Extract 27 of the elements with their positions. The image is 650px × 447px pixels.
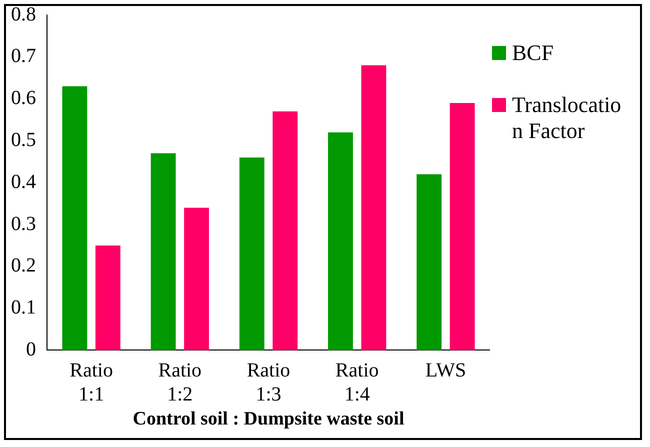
- y-tick-label: 0: [26, 338, 36, 360]
- bar: [184, 208, 209, 350]
- x-tick-label: Ratio 1:1: [70, 359, 113, 406]
- bar: [239, 157, 264, 350]
- legend-label: BCF: [512, 40, 555, 66]
- x-tick-label: LWS: [425, 359, 466, 382]
- bar: [416, 174, 442, 350]
- x-axis-title: Control soil : Dumpsite waste soil: [132, 408, 404, 430]
- y-tick-label: 0.4: [11, 170, 36, 193]
- y-tick-label: 0.8: [11, 3, 36, 26]
- bar: [328, 132, 353, 350]
- y-tick-label: 0.5: [11, 128, 36, 151]
- x-tick-label: Ratio 1:2: [158, 359, 202, 406]
- bar: [272, 111, 298, 350]
- bar: [361, 65, 386, 350]
- y-tick-label: 0.3: [11, 212, 36, 235]
- y-tick-label: 0.6: [11, 87, 36, 110]
- y-tick-label: 0.1: [11, 296, 36, 319]
- y-tick-label: 0.7: [11, 45, 36, 68]
- bar: [450, 102, 475, 350]
- bar: [62, 86, 88, 350]
- x-tick-label: Ratio 1:4: [335, 359, 379, 406]
- legend-label: Translocation Factor: [512, 92, 622, 144]
- y-tick-label: 0.2: [11, 254, 36, 277]
- bar: [150, 153, 176, 350]
- x-tick-label: Ratio 1:3: [246, 359, 290, 406]
- bar: [95, 245, 120, 350]
